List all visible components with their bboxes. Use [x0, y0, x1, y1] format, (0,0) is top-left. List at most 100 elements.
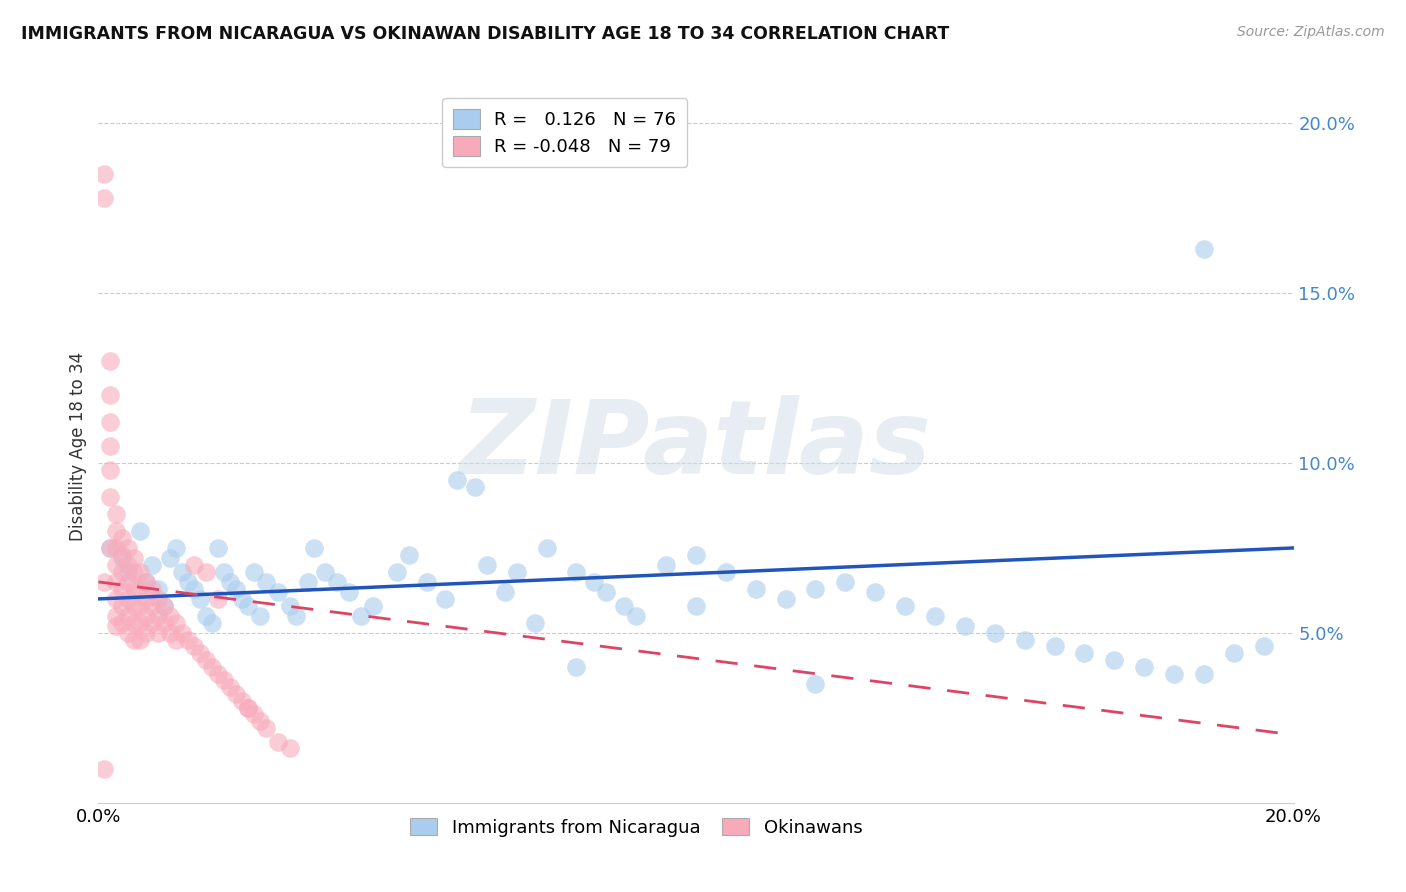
Point [249, 714, 271, 729]
Point [129, 632, 152, 647]
Point [105, 507, 128, 521]
Point [1163, 666, 1185, 681]
Point [804, 582, 827, 596]
Point [105, 524, 128, 538]
Point [93, 167, 115, 181]
Point [111, 548, 134, 562]
Point [207, 591, 229, 606]
Point [98, 463, 122, 477]
Point [278, 741, 301, 756]
Point [93, 191, 115, 205]
Point [117, 574, 139, 589]
Point [117, 541, 139, 555]
Point [135, 626, 157, 640]
Point [105, 608, 128, 623]
Point [159, 551, 181, 566]
Point [865, 585, 887, 599]
Point [105, 591, 128, 606]
Point [153, 615, 176, 630]
Point [655, 558, 678, 572]
Point [117, 565, 139, 579]
Point [183, 640, 205, 654]
Point [565, 660, 588, 674]
Point [613, 599, 636, 613]
Point [124, 582, 146, 596]
Point [98, 415, 122, 429]
Point [212, 673, 235, 688]
Point [111, 615, 134, 630]
Point [446, 473, 468, 487]
Point [141, 599, 163, 613]
Point [315, 565, 337, 579]
Text: IMMIGRANTS FROM NICARAGUA VS OKINAWAN DISABILITY AGE 18 TO 34 CORRELATION CHART: IMMIGRANTS FROM NICARAGUA VS OKINAWAN DI… [21, 25, 949, 43]
Point [148, 582, 170, 596]
Point [124, 551, 146, 566]
Text: ZIPatlas: ZIPatlas [460, 395, 932, 497]
Point [243, 565, 266, 579]
Legend: Immigrants from Nicaragua, Okinawans: Immigrants from Nicaragua, Okinawans [404, 811, 869, 844]
Point [302, 541, 325, 555]
Point [212, 565, 235, 579]
Point [1192, 242, 1215, 256]
Point [494, 585, 516, 599]
Point [188, 591, 211, 606]
Point [135, 591, 157, 606]
Point [225, 687, 247, 701]
Point [183, 558, 205, 572]
Point [117, 558, 139, 572]
Point [183, 582, 205, 596]
Point [254, 574, 277, 589]
Point [267, 585, 290, 599]
Y-axis label: Disability Age 18 to 34: Disability Age 18 to 34 [69, 351, 87, 541]
Point [105, 558, 128, 572]
Point [129, 565, 152, 579]
Point [165, 615, 187, 630]
Point [834, 574, 856, 589]
Point [1014, 632, 1036, 647]
Point [141, 558, 163, 572]
Point [195, 565, 218, 579]
Point [148, 591, 170, 606]
Point [236, 700, 259, 714]
Point [626, 608, 648, 623]
Point [105, 541, 128, 555]
Point [350, 608, 373, 623]
Point [111, 582, 134, 596]
Point [745, 582, 768, 596]
Point [1043, 640, 1066, 654]
Point [236, 700, 259, 714]
Point [105, 619, 128, 633]
Point [565, 565, 588, 579]
Point [984, 626, 1007, 640]
Point [159, 608, 181, 623]
Point [165, 632, 187, 647]
Point [595, 585, 617, 599]
Point [195, 608, 218, 623]
Point [385, 565, 409, 579]
Point [254, 721, 277, 735]
Point [1073, 646, 1095, 660]
Point [111, 599, 134, 613]
Text: Source: ZipAtlas.com: Source: ZipAtlas.com [1237, 25, 1385, 39]
Point [98, 354, 122, 368]
Point [117, 591, 139, 606]
Point [135, 574, 157, 589]
Point [124, 632, 146, 647]
Point [685, 548, 707, 562]
Point [506, 565, 529, 579]
Point [177, 632, 200, 647]
Point [523, 615, 546, 630]
Point [583, 574, 606, 589]
Point [153, 599, 176, 613]
Point [201, 660, 224, 674]
Point [129, 615, 152, 630]
Point [98, 388, 122, 402]
Point [111, 565, 134, 579]
Point [93, 574, 115, 589]
Point [1133, 660, 1156, 674]
Point [148, 608, 170, 623]
Point [243, 707, 266, 722]
Point [363, 599, 385, 613]
Point [124, 565, 146, 579]
Point [434, 591, 457, 606]
